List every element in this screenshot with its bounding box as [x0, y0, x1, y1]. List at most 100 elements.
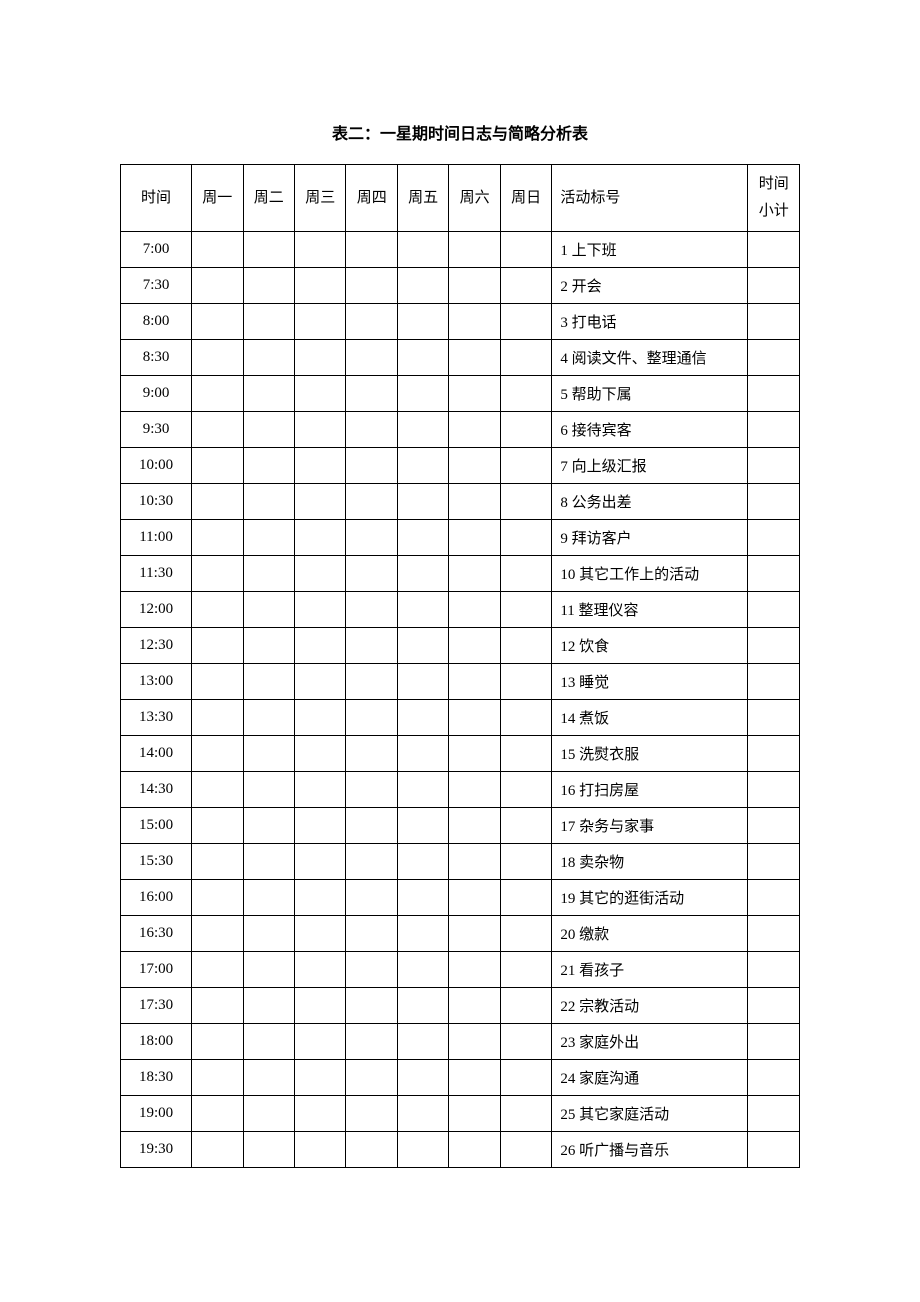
day-cell	[346, 880, 397, 916]
day-cell	[397, 340, 448, 376]
activity-cell: 5 帮助下属	[552, 376, 748, 412]
time-log-table: 时间 周一 周二 周三 周四 周五 周六 周日 活动标号 时间 小计 7:001…	[120, 164, 800, 1168]
activity-cell: 26 听广播与音乐	[552, 1132, 748, 1168]
day-cell	[295, 736, 346, 772]
day-cell	[192, 1096, 243, 1132]
time-cell: 15:30	[121, 844, 192, 880]
day-cell	[500, 304, 551, 340]
day-cell	[449, 880, 500, 916]
day-cell	[449, 952, 500, 988]
table-row: 11:009 拜访客户	[121, 520, 800, 556]
day-cell	[500, 340, 551, 376]
activity-cell: 8 公务出差	[552, 484, 748, 520]
day-cell	[295, 664, 346, 700]
day-cell	[346, 412, 397, 448]
day-cell	[449, 772, 500, 808]
day-cell	[500, 1132, 551, 1168]
activity-cell: 20 缴款	[552, 916, 748, 952]
day-cell	[243, 340, 294, 376]
col-header-activity: 活动标号	[552, 165, 748, 232]
activity-cell: 13 睡觉	[552, 664, 748, 700]
day-cell	[192, 592, 243, 628]
time-log-table-wrap: 时间 周一 周二 周三 周四 周五 周六 周日 活动标号 时间 小计 7:001…	[120, 164, 800, 1168]
day-cell	[346, 592, 397, 628]
time-cell: 14:00	[121, 736, 192, 772]
table-row: 13:3014 煮饭	[121, 700, 800, 736]
table-row: 9:005 帮助下属	[121, 376, 800, 412]
col-header-day: 周三	[295, 165, 346, 232]
table-row: 18:0023 家庭外出	[121, 1024, 800, 1060]
day-cell	[243, 556, 294, 592]
day-cell	[449, 988, 500, 1024]
table-row: 8:304 阅读文件、整理通信	[121, 340, 800, 376]
subtotal-cell	[748, 916, 800, 952]
day-cell	[346, 1024, 397, 1060]
subtotal-cell	[748, 808, 800, 844]
subtotal-cell	[748, 232, 800, 268]
table-row: 12:0011 整理仪容	[121, 592, 800, 628]
day-cell	[243, 952, 294, 988]
day-cell	[192, 736, 243, 772]
day-cell	[397, 1024, 448, 1060]
table-header-row: 时间 周一 周二 周三 周四 周五 周六 周日 活动标号 时间 小计	[121, 165, 800, 232]
time-cell: 17:00	[121, 952, 192, 988]
subtotal-cell	[748, 952, 800, 988]
day-cell	[295, 772, 346, 808]
table-title: 表二：一星期时间日志与简略分析表	[0, 120, 920, 144]
day-cell	[192, 304, 243, 340]
day-cell	[500, 1096, 551, 1132]
day-cell	[346, 628, 397, 664]
day-cell	[192, 340, 243, 376]
time-cell: 12:30	[121, 628, 192, 664]
time-cell: 11:30	[121, 556, 192, 592]
day-cell	[243, 628, 294, 664]
table-row: 18:3024 家庭沟通	[121, 1060, 800, 1096]
day-cell	[397, 232, 448, 268]
day-cell	[192, 232, 243, 268]
day-cell	[295, 304, 346, 340]
day-cell	[243, 376, 294, 412]
day-cell	[192, 916, 243, 952]
day-cell	[192, 844, 243, 880]
day-cell	[295, 412, 346, 448]
activity-cell: 10 其它工作上的活动	[552, 556, 748, 592]
table-row: 14:0015 洗熨衣服	[121, 736, 800, 772]
table-row: 14:3016 打扫房屋	[121, 772, 800, 808]
activity-cell: 9 拜访客户	[552, 520, 748, 556]
day-cell	[346, 772, 397, 808]
activity-cell: 2 开会	[552, 268, 748, 304]
day-cell	[346, 448, 397, 484]
day-cell	[192, 700, 243, 736]
day-cell	[295, 628, 346, 664]
day-cell	[243, 1060, 294, 1096]
day-cell	[243, 1024, 294, 1060]
day-cell	[243, 448, 294, 484]
day-cell	[449, 340, 500, 376]
day-cell	[346, 232, 397, 268]
day-cell	[397, 664, 448, 700]
day-cell	[192, 808, 243, 844]
time-cell: 13:00	[121, 664, 192, 700]
day-cell	[397, 736, 448, 772]
day-cell	[449, 484, 500, 520]
day-cell	[449, 556, 500, 592]
day-cell	[500, 556, 551, 592]
activity-cell: 4 阅读文件、整理通信	[552, 340, 748, 376]
activity-cell: 14 煮饭	[552, 700, 748, 736]
day-cell	[295, 1096, 346, 1132]
day-cell	[192, 448, 243, 484]
day-cell	[243, 1132, 294, 1168]
col-header-day: 周一	[192, 165, 243, 232]
subtotal-cell	[748, 1096, 800, 1132]
activity-cell: 3 打电话	[552, 304, 748, 340]
day-cell	[449, 844, 500, 880]
time-cell: 8:00	[121, 304, 192, 340]
subtotal-line1: 时间	[759, 176, 789, 192]
subtotal-cell	[748, 664, 800, 700]
time-cell: 17:30	[121, 988, 192, 1024]
day-cell	[346, 520, 397, 556]
day-cell	[192, 952, 243, 988]
time-cell: 14:30	[121, 772, 192, 808]
day-cell	[243, 772, 294, 808]
day-cell	[500, 592, 551, 628]
